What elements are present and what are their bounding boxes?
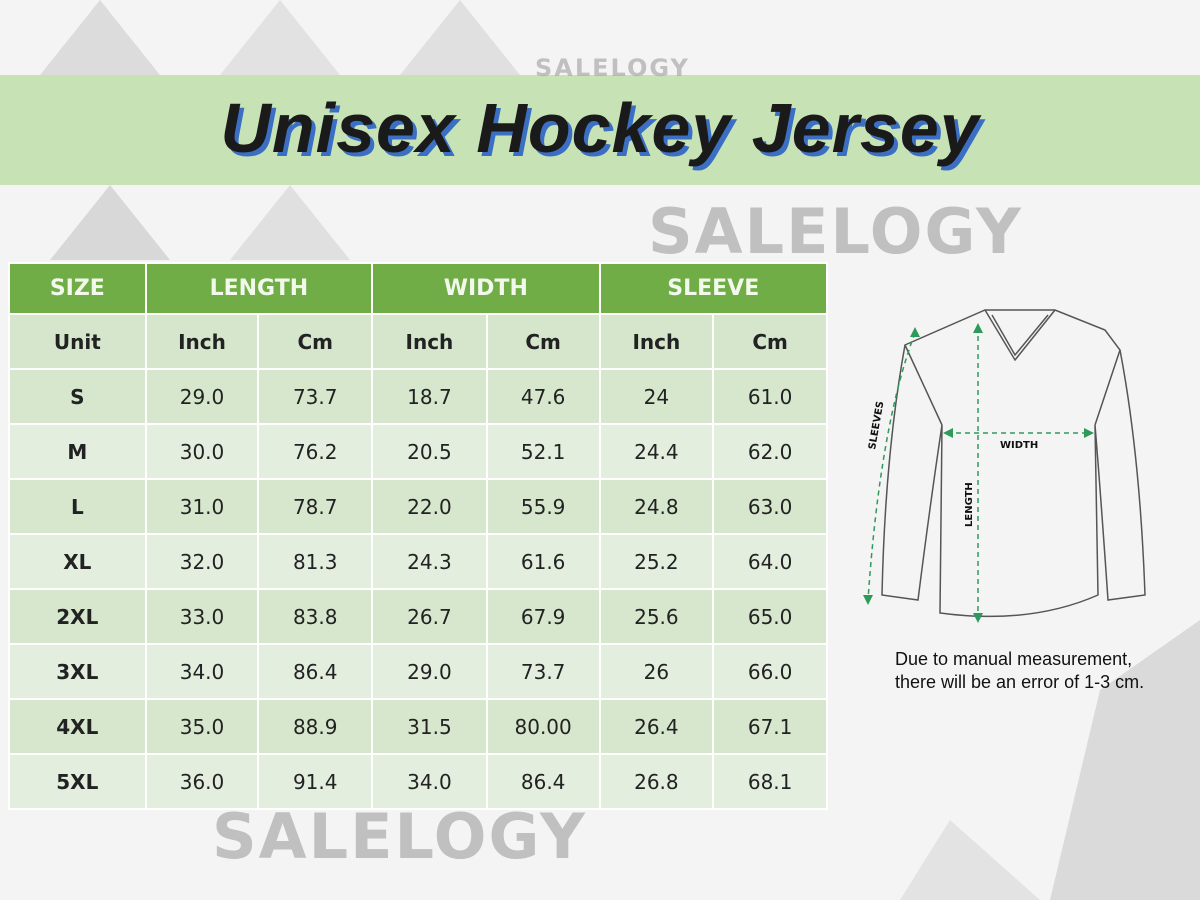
value-cell: 24.4 [598,423,715,480]
header-width: WIDTH [371,262,601,315]
value-cell: 36.0 [144,753,260,810]
value-cell: 30.0 [144,423,260,480]
value-cell: 91.4 [257,753,374,810]
unit-cell: Cm [257,313,374,370]
value-cell: 24.3 [371,533,488,590]
value-cell: 52.1 [485,423,601,480]
unit-row: Unit Inch Cm Inch Cm Inch Cm [8,313,828,370]
value-cell: 25.6 [598,588,715,645]
value-cell: 24.8 [598,478,715,535]
value-cell: 80.00 [485,698,601,755]
value-cell: 31.5 [371,698,488,755]
value-cell: 26.7 [371,588,488,645]
value-cell: 83.8 [257,588,374,645]
size-row: L 31.0 78.7 22.0 55.9 24.8 63.0 [8,478,828,535]
value-cell: 67.1 [712,698,828,755]
size-cell: 4XL [8,698,147,755]
value-cell: 66.0 [712,643,828,700]
sleeves-label: SLEEVES [867,400,886,450]
unit-cell: Inch [144,313,260,370]
value-cell: 33.0 [144,588,260,645]
size-row: 5XL 36.0 91.4 34.0 86.4 26.8 68.1 [8,753,828,810]
value-cell: 76.2 [257,423,374,480]
page-title: Unisex Hockey Jersey [220,89,980,167]
value-cell: 29.0 [371,643,488,700]
size-row: S 29.0 73.7 18.7 47.6 24 61.0 [8,368,828,425]
size-cell: L [8,478,147,535]
watermark: SALELOGY [212,800,587,873]
header-sleeve: SLEEVE [598,262,829,315]
measurement-note: Due to manual measurement, there will be… [895,648,1144,694]
value-cell: 20.5 [371,423,488,480]
value-cell: 29.0 [144,368,260,425]
value-cell: 55.9 [485,478,601,535]
value-cell: 24 [598,368,715,425]
value-cell: 64.0 [712,533,828,590]
header-length: LENGTH [144,262,374,315]
unit-cell: Cm [712,313,828,370]
value-cell: 32.0 [144,533,260,590]
value-cell: 22.0 [371,478,488,535]
note-line: Due to manual measurement, [895,649,1133,669]
size-cell: M [8,423,147,480]
size-row: XL 32.0 81.3 24.3 61.6 25.2 64.0 [8,533,828,590]
value-cell: 31.0 [144,478,260,535]
unit-cell: Cm [485,313,601,370]
size-cell: 3XL [8,643,147,700]
unit-cell: Unit [8,313,147,370]
value-cell: 86.4 [485,753,601,810]
value-cell: 18.7 [371,368,488,425]
value-cell: 26.8 [598,753,715,810]
title-band [0,75,1200,185]
size-row: 4XL 35.0 88.9 31.5 80.00 26.4 67.1 [8,698,828,755]
size-row: 3XL 34.0 86.4 29.0 73.7 26 66.0 [8,643,828,700]
size-cell: XL [8,533,147,590]
value-cell: 26.4 [598,698,715,755]
value-cell: 81.3 [257,533,374,590]
value-cell: 35.0 [144,698,260,755]
value-cell: 73.7 [485,643,601,700]
value-cell: 47.6 [485,368,601,425]
size-cell: 5XL [8,753,147,810]
unit-cell: Inch [598,313,715,370]
size-row: M 30.0 76.2 20.5 52.1 24.4 62.0 [8,423,828,480]
watermark: SALELOGY [648,195,1023,268]
size-row: 2XL 33.0 83.8 26.7 67.9 25.6 65.0 [8,588,828,645]
value-cell: 34.0 [144,643,260,700]
size-chart-table: SIZE LENGTH WIDTH SLEEVE Unit Inch Cm In… [8,262,829,810]
value-cell: 88.9 [257,698,374,755]
watermark: SALELOGY [535,54,690,82]
length-label: LENGTH [964,482,975,527]
value-cell: 34.0 [371,753,488,810]
size-cell: 2XL [8,588,147,645]
value-cell: 26 [598,643,715,700]
note-line: there will be an error of 1-3 cm. [895,672,1145,692]
value-cell: 61.0 [712,368,828,425]
value-cell: 62.0 [712,423,828,480]
header-size: SIZE [8,262,147,315]
value-cell: 65.0 [712,588,828,645]
value-cell: 67.9 [485,588,601,645]
width-label: WIDTH [1000,440,1038,451]
value-cell: 78.7 [257,478,374,535]
value-cell: 25.2 [598,533,715,590]
value-cell: 68.1 [712,753,828,810]
value-cell: 86.4 [257,643,374,700]
size-cell: S [8,368,147,425]
jersey-diagram: SLEEVES WIDTH LENGTH [863,309,1146,623]
value-cell: 61.6 [485,533,601,590]
value-cell: 73.7 [257,368,374,425]
unit-cell: Inch [371,313,488,370]
value-cell: 63.0 [712,478,828,535]
